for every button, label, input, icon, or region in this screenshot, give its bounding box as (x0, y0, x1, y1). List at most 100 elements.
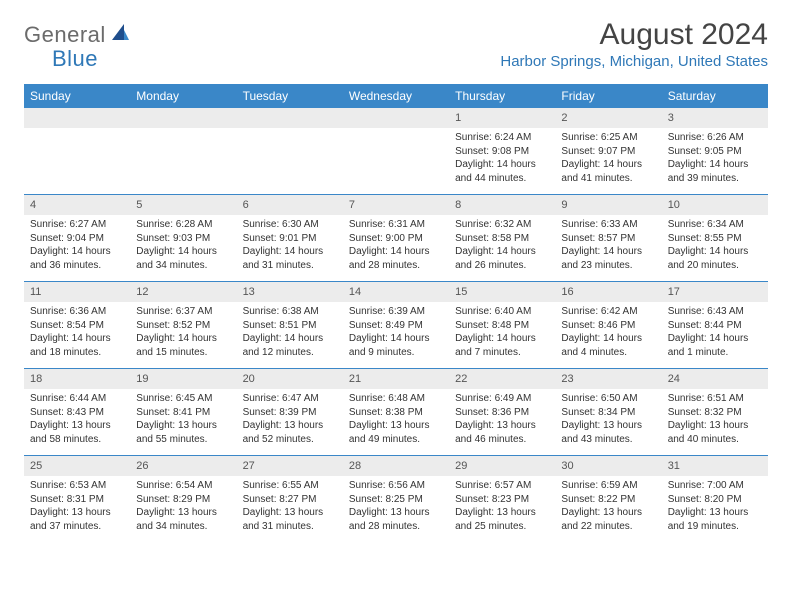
daylight-text-1: Daylight: 14 hours (349, 245, 443, 259)
day-cell: 5Sunrise: 6:28 AMSunset: 9:03 PMDaylight… (130, 195, 236, 281)
weekday-header: Sunday (24, 84, 130, 108)
sunrise-text: Sunrise: 6:31 AM (349, 218, 443, 232)
day-number: 17 (662, 282, 768, 302)
daylight-text-2: and 15 minutes. (136, 346, 230, 360)
day-cell: 15Sunrise: 6:40 AMSunset: 8:48 PMDayligh… (449, 282, 555, 368)
daylight-text-2: and 18 minutes. (30, 346, 124, 360)
day-number: 11 (24, 282, 130, 302)
daylight-text-1: Daylight: 13 hours (136, 506, 230, 520)
day-details: Sunrise: 6:51 AMSunset: 8:32 PMDaylight:… (662, 389, 768, 452)
day-cell (237, 108, 343, 194)
week-row: 11Sunrise: 6:36 AMSunset: 8:54 PMDayligh… (24, 281, 768, 368)
day-details: Sunrise: 6:56 AMSunset: 8:25 PMDaylight:… (343, 476, 449, 539)
day-number: 25 (24, 456, 130, 476)
day-cell: 30Sunrise: 6:59 AMSunset: 8:22 PMDayligh… (555, 456, 661, 542)
weekday-header-row: Sunday Monday Tuesday Wednesday Thursday… (24, 84, 768, 108)
daylight-text-2: and 25 minutes. (455, 520, 549, 534)
sunrise-text: Sunrise: 6:55 AM (243, 479, 337, 493)
daylight-text-2: and 26 minutes. (455, 259, 549, 273)
day-number: 13 (237, 282, 343, 302)
day-cell: 1Sunrise: 6:24 AMSunset: 9:08 PMDaylight… (449, 108, 555, 194)
sunset-text: Sunset: 8:22 PM (561, 493, 655, 507)
day-cell: 22Sunrise: 6:49 AMSunset: 8:36 PMDayligh… (449, 369, 555, 455)
day-number: 18 (24, 369, 130, 389)
daylight-text-1: Daylight: 13 hours (561, 506, 655, 520)
weekday-header: Thursday (449, 84, 555, 108)
day-number: 3 (662, 108, 768, 128)
daylight-text-2: and 7 minutes. (455, 346, 549, 360)
day-number: 22 (449, 369, 555, 389)
day-details: Sunrise: 6:54 AMSunset: 8:29 PMDaylight:… (130, 476, 236, 539)
day-details (130, 128, 236, 137)
daylight-text-1: Daylight: 14 hours (349, 332, 443, 346)
sunset-text: Sunset: 9:07 PM (561, 145, 655, 159)
daylight-text-1: Daylight: 14 hours (668, 158, 762, 172)
sunrise-text: Sunrise: 6:37 AM (136, 305, 230, 319)
day-cell (130, 108, 236, 194)
week-row: 1Sunrise: 6:24 AMSunset: 9:08 PMDaylight… (24, 108, 768, 194)
daylight-text-2: and 46 minutes. (455, 433, 549, 447)
day-details: Sunrise: 6:33 AMSunset: 8:57 PMDaylight:… (555, 215, 661, 278)
day-cell: 27Sunrise: 6:55 AMSunset: 8:27 PMDayligh… (237, 456, 343, 542)
sunrise-text: Sunrise: 6:30 AM (243, 218, 337, 232)
sunset-text: Sunset: 8:41 PM (136, 406, 230, 420)
daylight-text-2: and 28 minutes. (349, 520, 443, 534)
weekday-header: Wednesday (343, 84, 449, 108)
daylight-text-1: Daylight: 13 hours (668, 419, 762, 433)
day-cell: 11Sunrise: 6:36 AMSunset: 8:54 PMDayligh… (24, 282, 130, 368)
daylight-text-2: and 34 minutes. (136, 259, 230, 273)
day-details: Sunrise: 6:42 AMSunset: 8:46 PMDaylight:… (555, 302, 661, 365)
day-cell (343, 108, 449, 194)
sunset-text: Sunset: 8:32 PM (668, 406, 762, 420)
sunrise-text: Sunrise: 6:50 AM (561, 392, 655, 406)
sunrise-text: Sunrise: 6:39 AM (349, 305, 443, 319)
daylight-text-1: Daylight: 13 hours (561, 419, 655, 433)
sunset-text: Sunset: 8:36 PM (455, 406, 549, 420)
day-number: 6 (237, 195, 343, 215)
day-cell: 4Sunrise: 6:27 AMSunset: 9:04 PMDaylight… (24, 195, 130, 281)
day-cell: 2Sunrise: 6:25 AMSunset: 9:07 PMDaylight… (555, 108, 661, 194)
daylight-text-2: and 44 minutes. (455, 172, 549, 186)
sunrise-text: Sunrise: 6:43 AM (668, 305, 762, 319)
day-cell: 3Sunrise: 6:26 AMSunset: 9:05 PMDaylight… (662, 108, 768, 194)
day-cell: 26Sunrise: 6:54 AMSunset: 8:29 PMDayligh… (130, 456, 236, 542)
sunset-text: Sunset: 8:27 PM (243, 493, 337, 507)
day-details: Sunrise: 6:48 AMSunset: 8:38 PMDaylight:… (343, 389, 449, 452)
day-number: 20 (237, 369, 343, 389)
daylight-text-1: Daylight: 13 hours (136, 419, 230, 433)
day-details: Sunrise: 6:30 AMSunset: 9:01 PMDaylight:… (237, 215, 343, 278)
day-cell: 19Sunrise: 6:45 AMSunset: 8:41 PMDayligh… (130, 369, 236, 455)
sunrise-text: Sunrise: 6:38 AM (243, 305, 337, 319)
day-details: Sunrise: 6:55 AMSunset: 8:27 PMDaylight:… (237, 476, 343, 539)
day-number: 21 (343, 369, 449, 389)
day-details: Sunrise: 6:47 AMSunset: 8:39 PMDaylight:… (237, 389, 343, 452)
daylight-text-1: Daylight: 14 hours (668, 245, 762, 259)
daylight-text-1: Daylight: 14 hours (136, 332, 230, 346)
day-cell: 14Sunrise: 6:39 AMSunset: 8:49 PMDayligh… (343, 282, 449, 368)
day-number: 30 (555, 456, 661, 476)
day-cell: 29Sunrise: 6:57 AMSunset: 8:23 PMDayligh… (449, 456, 555, 542)
day-number: 19 (130, 369, 236, 389)
day-number: 4 (24, 195, 130, 215)
day-details: Sunrise: 6:28 AMSunset: 9:03 PMDaylight:… (130, 215, 236, 278)
day-number: 9 (555, 195, 661, 215)
sunset-text: Sunset: 8:48 PM (455, 319, 549, 333)
daylight-text-1: Daylight: 14 hours (243, 332, 337, 346)
daylight-text-2: and 58 minutes. (30, 433, 124, 447)
day-details: Sunrise: 6:38 AMSunset: 8:51 PMDaylight:… (237, 302, 343, 365)
day-cell: 10Sunrise: 6:34 AMSunset: 8:55 PMDayligh… (662, 195, 768, 281)
daylight-text-1: Daylight: 13 hours (668, 506, 762, 520)
day-number: 8 (449, 195, 555, 215)
sunrise-text: Sunrise: 6:48 AM (349, 392, 443, 406)
logo-text-general: General (24, 22, 106, 48)
sunset-text: Sunset: 9:05 PM (668, 145, 762, 159)
day-details: Sunrise: 6:59 AMSunset: 8:22 PMDaylight:… (555, 476, 661, 539)
sunrise-text: Sunrise: 6:40 AM (455, 305, 549, 319)
daylight-text-1: Daylight: 13 hours (30, 419, 124, 433)
day-number: 10 (662, 195, 768, 215)
daylight-text-2: and 22 minutes. (561, 520, 655, 534)
daylight-text-1: Daylight: 13 hours (243, 506, 337, 520)
sunset-text: Sunset: 8:31 PM (30, 493, 124, 507)
daylight-text-1: Daylight: 14 hours (561, 332, 655, 346)
sunrise-text: Sunrise: 6:56 AM (349, 479, 443, 493)
